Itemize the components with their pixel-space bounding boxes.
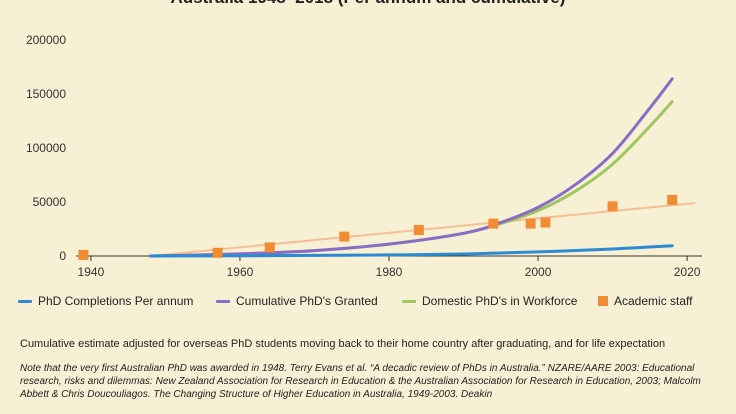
x-tick-label: 2000 — [525, 265, 552, 279]
legend-item-phd-completions: PhD Completions Per annum — [18, 294, 193, 308]
y-tick-label: 0 — [59, 249, 66, 263]
legend-swatch-academic-staff — [598, 296, 608, 306]
academic-staff-point — [667, 194, 678, 205]
legend-swatch-cumulative-phds — [216, 299, 230, 303]
academic-staff-point — [540, 217, 551, 228]
legend-label-domestic-phds: Domestic PhD's in Workforce — [422, 294, 578, 308]
legend-item-domestic-phds: Domestic PhD's in Workforce — [402, 294, 577, 308]
y-tick-label: 50000 — [33, 195, 67, 209]
source-note: Note that the very first Australian PhD … — [20, 363, 701, 400]
academic-staff-point — [413, 225, 424, 236]
y-tick-label: 150000 — [26, 87, 66, 101]
academic-staff-point — [525, 218, 536, 229]
legend-item-cumulative-phds: Cumulative PhD's Granted — [216, 294, 378, 308]
x-tick-label: 1960 — [227, 265, 254, 279]
y-tick-label: 200000 — [26, 33, 66, 47]
academic-staff-point — [488, 218, 499, 229]
legend-label-academic-staff: Academic staff — [614, 294, 693, 308]
caption-note: Cumulative estimate adjusted for oversea… — [20, 338, 666, 350]
x-tick-label: 1940 — [78, 265, 105, 279]
series-line-phd-completions — [149, 244, 674, 258]
legend-label-cumulative-phds: Cumulative PhD's Granted — [236, 294, 378, 308]
chart-title: Australia 1948–2018 (Per annum and cumul… — [0, 0, 736, 8]
academic-staff-point — [78, 249, 89, 260]
legend-swatch-domestic-phds — [402, 299, 416, 303]
academic-staff-point — [607, 201, 618, 212]
legend-swatch-phd-completions — [18, 299, 32, 303]
chart-markers — [78, 194, 678, 260]
chart: 0 50000 100000 150000 200000 1940 1960 1980 2000… — [26, 33, 702, 279]
y-tick-label: 100000 — [26, 141, 66, 155]
series-line-cumulative-phds — [149, 77, 674, 258]
legend-item-academic-staff: Academic staff — [598, 294, 692, 308]
x-tick-label: 2020 — [674, 265, 701, 279]
academic-staff-point — [264, 242, 275, 253]
legend: PhD Completions Per annum Cumulative PhD… — [0, 294, 736, 312]
academic-staff-point — [339, 231, 350, 242]
series-line-domestic-phds — [149, 100, 674, 258]
legend-label-phd-completions: PhD Completions Per annum — [38, 294, 194, 308]
x-tick-label: 1980 — [376, 265, 403, 279]
academic-staff-point — [212, 247, 223, 258]
chart-axes: 0 50000 100000 150000 200000 1940 1960 1980 2000… — [26, 33, 702, 279]
